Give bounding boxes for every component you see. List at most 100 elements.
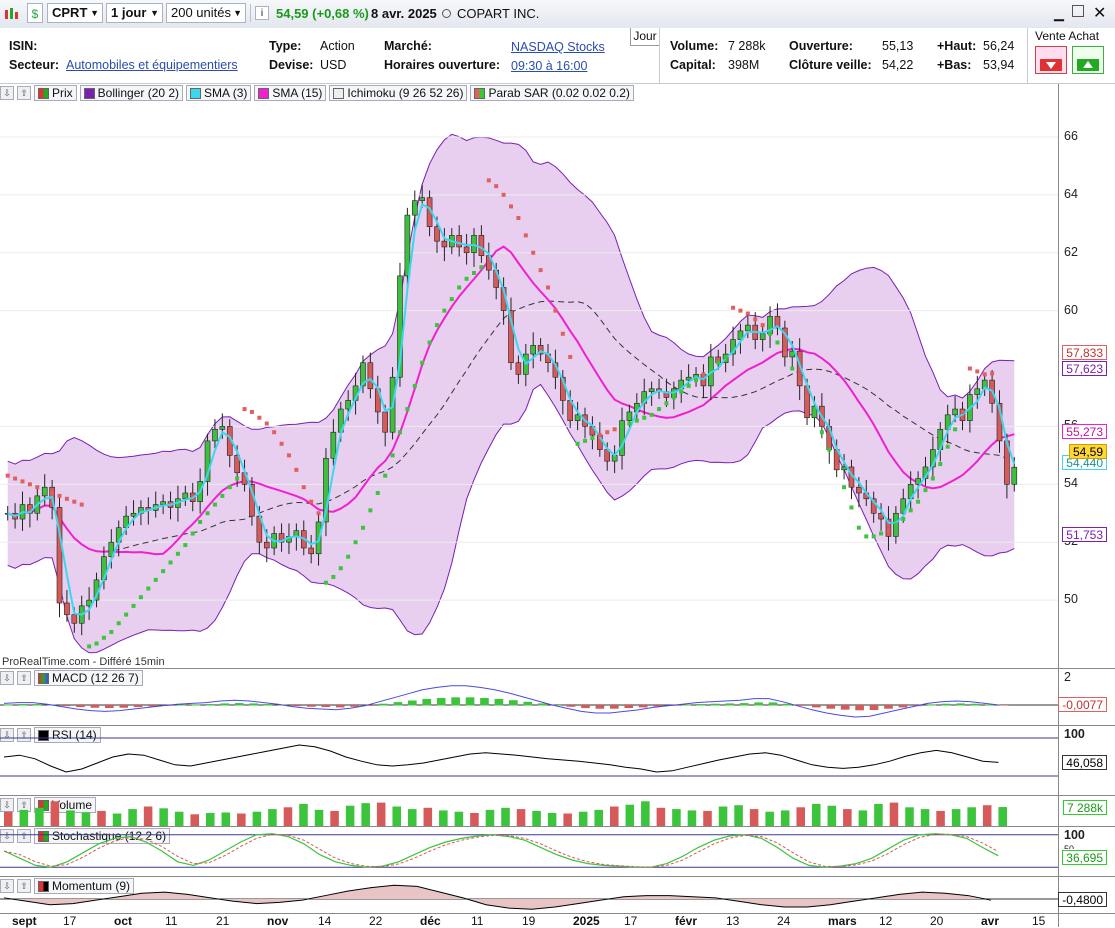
- sar-dot: [797, 381, 802, 385]
- candle: [234, 455, 240, 474]
- sar-dot: [220, 493, 225, 498]
- sar-dot: [901, 517, 906, 522]
- volume-bar: [345, 805, 355, 826]
- market-link[interactable]: NASDAQ Stocks: [511, 40, 605, 54]
- dollar-icon[interactable]: $: [27, 3, 43, 23]
- legend-stoch[interactable]: Stochastique (12 2 6): [34, 828, 171, 844]
- macd-hist-bar: [408, 700, 417, 706]
- volume-bar: [594, 809, 604, 826]
- volume-bar: [843, 809, 852, 826]
- macd-hist-bar: [32, 704, 42, 706]
- macd-hist-bar: [985, 704, 994, 706]
- legend-price[interactable]: Prix: [34, 85, 77, 101]
- stoch-chart[interactable]: [0, 827, 1058, 875]
- volume-bar: [423, 807, 433, 826]
- macd-axis-top: 2: [1064, 670, 1071, 684]
- interval-tab[interactable]: Jour: [630, 28, 660, 46]
- macd-hist-bar: [970, 703, 980, 706]
- sar-dot: [323, 580, 328, 585]
- legend-sar[interactable]: Parab SAR (0.02 0.02 0.2): [470, 85, 634, 101]
- candle: [974, 388, 981, 395]
- sar-dot: [264, 421, 269, 426]
- close-icon[interactable]: ✕: [1093, 5, 1107, 22]
- x-tick-label: 17: [63, 914, 77, 928]
- momentum-tag: -0,4800: [1058, 892, 1107, 907]
- sar-dot: [553, 308, 558, 313]
- volume-bar: [827, 805, 837, 826]
- macd-hist-bar: [552, 705, 561, 706]
- units-select[interactable]: 200 unités ▼: [166, 3, 246, 23]
- maximize-icon[interactable]: [1072, 5, 1084, 17]
- sar-swatch-icon: [474, 87, 486, 99]
- expand-icon[interactable]: ⇧: [17, 879, 31, 893]
- expand-icon[interactable]: ⇧: [17, 829, 31, 843]
- x-tick-label: 22: [369, 914, 383, 928]
- ticker-select[interactable]: CPRT ▼: [47, 3, 103, 23]
- sar-dot: [168, 560, 173, 565]
- collapse-icon[interactable]: ⇩: [0, 798, 14, 812]
- candle: [160, 501, 166, 505]
- expand-icon[interactable]: ⇧: [17, 86, 31, 100]
- volume-bar: [221, 812, 231, 826]
- sar-dot: [834, 464, 839, 469]
- last-price-tag: 54,59: [1068, 444, 1107, 459]
- macd-hist-bar: [321, 705, 331, 708]
- x-tick-label: 19: [522, 914, 536, 928]
- period-select[interactable]: 1 jour ▼: [106, 3, 163, 23]
- volume-bar: [81, 812, 91, 826]
- sar-dot: [309, 499, 314, 504]
- volume-bar: [159, 808, 168, 826]
- legend-bollinger[interactable]: Bollinger (20 2): [79, 85, 184, 101]
- legend-sma15[interactable]: SMA (15): [254, 85, 327, 101]
- rsi-chart[interactable]: [0, 726, 1058, 794]
- candle: [130, 512, 137, 517]
- info-icon[interactable]: i: [255, 6, 269, 20]
- sell-button[interactable]: [1035, 46, 1067, 74]
- buy-button[interactable]: [1072, 46, 1104, 74]
- legend-ichimoku[interactable]: Ichimoku (9 26 52 26): [329, 85, 468, 101]
- sar-dot: [842, 485, 847, 490]
- sar-dot: [420, 360, 425, 365]
- sar-dot: [516, 216, 521, 220]
- sar-dot: [479, 265, 484, 270]
- macd-chart[interactable]: [0, 669, 1058, 725]
- minimize-icon[interactable]: ▁: [1054, 6, 1064, 21]
- collapse-icon[interactable]: ⇩: [0, 829, 14, 843]
- sar-dot: [279, 441, 284, 446]
- legend-momentum[interactable]: Momentum (9): [34, 878, 135, 894]
- y-tick-label: 54: [1064, 476, 1078, 491]
- legend-sma3[interactable]: SMA (3): [186, 85, 252, 101]
- macd-hist-bar: [307, 705, 316, 707]
- volume-bar: [936, 810, 945, 826]
- momentum-chart[interactable]: [0, 877, 1058, 913]
- expand-icon[interactable]: ⇧: [17, 671, 31, 685]
- collapse-icon[interactable]: ⇩: [0, 86, 14, 100]
- price-change: 54,59 (+0,68 %): [276, 6, 369, 21]
- collapse-icon[interactable]: ⇩: [0, 879, 14, 893]
- prevclose-label: Clôture veille:: [789, 58, 872, 72]
- sar-dot: [812, 412, 817, 417]
- volume-tag: 7 288k: [1062, 800, 1107, 815]
- type-value: Action: [320, 39, 355, 53]
- bb-lower-tag: 51,753: [1062, 527, 1107, 542]
- sar-dot: [494, 184, 499, 189]
- high-value: 56,24: [983, 39, 1015, 53]
- price-chart[interactable]: [0, 100, 1060, 668]
- sar-dot: [146, 586, 151, 591]
- legend-macd[interactable]: MACD (12 26 7): [34, 670, 143, 686]
- macd-hist-bar: [754, 702, 763, 706]
- collapse-icon[interactable]: ⇩: [0, 671, 14, 685]
- hours-link[interactable]: 09:30 à 16:00: [511, 59, 588, 73]
- volume-bar: [268, 809, 277, 826]
- volume-bar: [610, 806, 619, 826]
- macd-swatch-icon: [38, 672, 49, 684]
- macd-hist-bar: [812, 705, 821, 708]
- sar-dot: [982, 372, 987, 377]
- volume-chart[interactable]: [0, 796, 1058, 826]
- candle: [64, 602, 70, 615]
- bb-upper-tag: 57,623: [1062, 361, 1107, 376]
- macd-hist-bar: [956, 703, 965, 706]
- sar-dot: [390, 453, 395, 458]
- sar-dot: [509, 204, 513, 209]
- sector-link[interactable]: Automobiles et équipementiers: [66, 58, 238, 72]
